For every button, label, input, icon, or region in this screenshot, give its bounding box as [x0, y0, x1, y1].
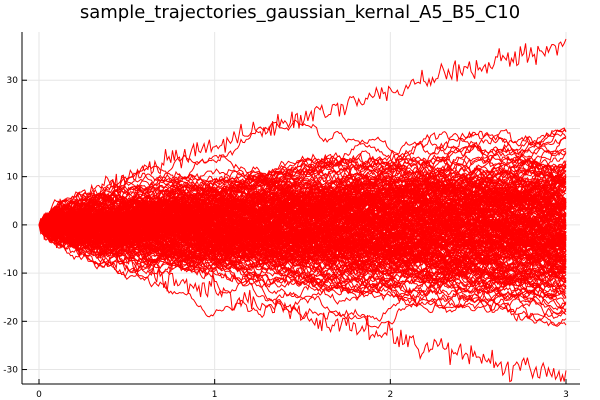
x-tick-label: 0 — [36, 390, 42, 400]
trajectory-line — [38, 187, 567, 234]
trajectory-line — [38, 179, 567, 249]
trajectory-line — [38, 198, 567, 242]
trajectory-line — [38, 198, 567, 254]
trajectory-line — [38, 215, 567, 282]
tick-labels: 0 1 2 3 -30 -20 -10 0 10 20 30 — [3, 76, 569, 400]
trajectory-line — [38, 161, 567, 241]
trajectory-line — [38, 166, 567, 227]
chart-title: sample_trajectories_gaussian_kernal_A5_B… — [79, 2, 521, 23]
y-tick-label: -30 — [3, 366, 18, 376]
trajectory-line — [38, 168, 567, 227]
y-tick-label: -10 — [3, 269, 18, 279]
y-tick-label: 0 — [12, 221, 18, 231]
trajectory-line — [38, 209, 567, 266]
x-tick-label: 1 — [212, 390, 218, 400]
trajectory-line — [38, 191, 567, 241]
y-tick-label: 10 — [7, 173, 19, 183]
trajectory-line — [38, 196, 567, 263]
trajectory-line — [38, 221, 567, 271]
y-tick-label: 30 — [7, 76, 19, 86]
trajectory-line — [38, 224, 567, 303]
trajectory-line — [38, 38, 567, 226]
trajectory-line — [38, 127, 567, 229]
x-tick-label: 3 — [563, 390, 569, 400]
y-tick-label: -20 — [3, 317, 18, 327]
trajectory-line — [38, 219, 567, 383]
trajectory-line — [38, 176, 567, 228]
trajectory-line — [38, 224, 567, 314]
trajectory-lines — [38, 38, 567, 383]
trajectory-line — [38, 198, 567, 246]
axes — [21, 32, 580, 385]
trajectory-line — [38, 193, 567, 279]
y-tick-label: 20 — [7, 124, 19, 134]
trajectory-line — [38, 136, 567, 232]
x-tick-label: 2 — [387, 390, 393, 400]
